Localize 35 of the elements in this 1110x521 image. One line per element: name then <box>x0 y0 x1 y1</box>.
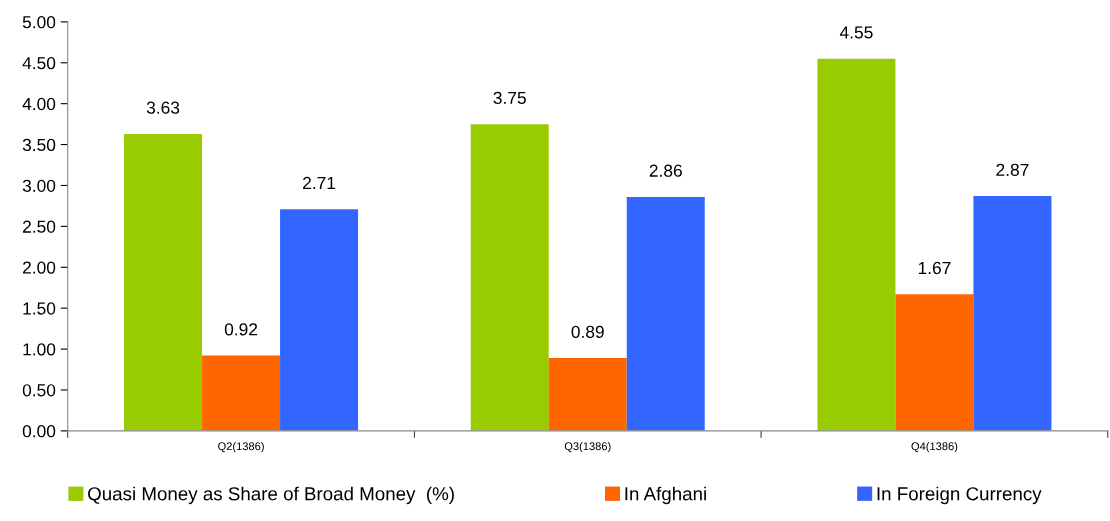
bar <box>470 124 549 431</box>
bar <box>124 133 203 431</box>
legend-label: Quasi Money as Share of Broad Money (%) <box>88 486 454 505</box>
bar <box>895 294 974 431</box>
y-tick-label: 4.50 <box>22 56 56 70</box>
y-tick-label: 0.00 <box>22 425 56 438</box>
data-label: 4.55 <box>839 26 873 39</box>
legend-label: In Afghani <box>625 486 706 505</box>
y-tick-label: 3.50 <box>22 138 56 152</box>
data-label: 2.71 <box>303 176 336 189</box>
data-label: 0.89 <box>571 325 604 338</box>
y-tick-label: 1.50 <box>23 302 56 315</box>
x-tick-label: Q4(1386) <box>911 441 958 453</box>
data-label: 1.67 <box>918 261 951 275</box>
bar <box>548 358 627 431</box>
y-tick-label: 2.50 <box>22 220 56 233</box>
y-tick-label: 1.00 <box>23 343 56 356</box>
bar <box>973 196 1052 431</box>
data-label: 3.63 <box>146 101 180 114</box>
data-label: 0.92 <box>224 323 258 336</box>
y-tick-label: 2.00 <box>22 261 56 274</box>
data-label: 3.75 <box>493 91 526 105</box>
data-label: 2.87 <box>996 163 1029 177</box>
legend-label: In Foreign Currency <box>877 486 1042 505</box>
y-tick-label: 4.00 <box>22 97 56 111</box>
bar <box>626 196 705 431</box>
x-tick-label: Q3(1386) <box>564 441 611 453</box>
bar <box>817 58 896 431</box>
y-tick-label: 0.50 <box>22 384 56 397</box>
y-tick-label: 3.00 <box>22 179 56 192</box>
x-tick-label: Q2(1386) <box>218 441 264 453</box>
y-tick-label: 5.00 <box>22 16 56 29</box>
bar <box>202 355 281 431</box>
data-label: 2.86 <box>649 164 682 177</box>
bar <box>280 209 359 431</box>
